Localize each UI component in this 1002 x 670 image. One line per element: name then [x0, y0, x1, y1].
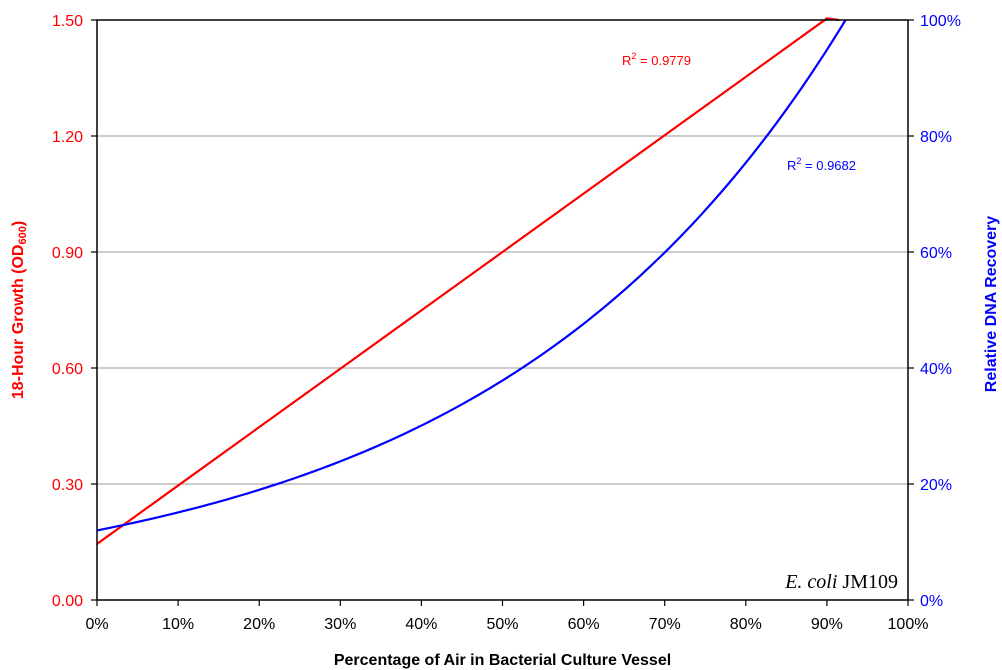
x-tick-label: 20%	[243, 616, 275, 633]
left-y-axis-ticks: 0.00 0.30 0.60 0.90 1.20 1.50	[52, 13, 97, 610]
series-line-growth	[96, 17, 840, 545]
x-tick-label: 70%	[649, 616, 681, 633]
left-y-tick-label: 0.90	[52, 245, 83, 262]
strain-species: E. coli	[784, 571, 837, 593]
right-y-tick-label: 60%	[920, 245, 952, 262]
x-tick-label: 0%	[85, 616, 108, 633]
series-line-dna-recovery	[96, 19, 847, 532]
right-y-tick-label: 100%	[920, 13, 961, 30]
r-squared-base: R	[622, 53, 631, 68]
x-tick-label: 40%	[405, 616, 437, 633]
right-y-tick-label: 0%	[920, 593, 943, 610]
r-squared-value: = 0.9682	[801, 158, 856, 173]
r-squared-base: R	[787, 158, 796, 173]
left-y-tick-label: 0.30	[52, 477, 83, 494]
right-y-tick-label: 80%	[920, 129, 952, 146]
r-squared-superscript: 2	[631, 51, 636, 61]
right-y-tick-label: 20%	[920, 477, 952, 494]
left-y-axis-title-subscript: 600	[17, 226, 29, 244]
r-squared-label-dna-recovery: R2 = 0.9682	[787, 156, 856, 173]
right-y-axis-title: Relative DNA Recovery	[983, 216, 1000, 392]
x-tick-label: 100%	[888, 616, 929, 633]
x-axis-title: Percentage of Air in Bacterial Culture V…	[334, 652, 671, 669]
r-squared-value: = 0.9779	[636, 53, 691, 68]
plot-frame	[96, 19, 909, 601]
x-tick-label: 10%	[162, 616, 194, 633]
right-y-tick-label: 40%	[920, 361, 952, 378]
x-axis-ticks: 0% 10% 20% 30% 40% 50% 60% 70% 80% 90% 100%	[85, 600, 928, 633]
r-squared-label-growth: R2 = 0.9779	[622, 51, 691, 68]
x-tick-label: 80%	[730, 616, 762, 633]
r-squared-superscript: 2	[796, 156, 801, 166]
x-tick-label: 30%	[324, 616, 356, 633]
left-y-tick-label: 1.50	[52, 13, 83, 30]
left-y-tick-label: 1.20	[52, 129, 83, 146]
left-y-axis-title-close: )	[10, 221, 27, 226]
gridlines	[97, 135, 908, 485]
x-tick-label: 90%	[811, 616, 843, 633]
right-y-axis-ticks: 0% 20% 40% 60% 80% 100%	[908, 13, 961, 610]
left-y-axis-title: 18-Hour Growth (OD600)	[10, 221, 29, 399]
left-y-axis-title-main: 18-Hour Growth (OD	[10, 245, 27, 400]
strain-label: E. coli JM109	[784, 571, 898, 593]
x-tick-label: 60%	[568, 616, 600, 633]
left-y-tick-label: 0.60	[52, 361, 83, 378]
left-y-tick-label: 0.00	[52, 593, 83, 610]
x-tick-label: 50%	[486, 616, 518, 633]
series-layer	[96, 17, 847, 545]
strain-name: JM109	[837, 571, 898, 593]
